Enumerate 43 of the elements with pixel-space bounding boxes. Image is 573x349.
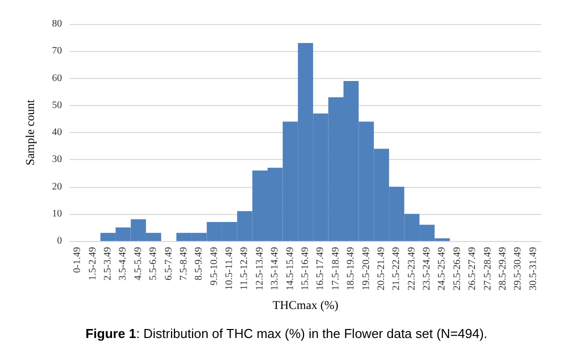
- x-tick-label: 13.5-14.49: [270, 247, 281, 290]
- y-axis-title: Sample count: [23, 99, 37, 166]
- x-tick-label: 30.5-31.49: [528, 247, 539, 290]
- y-tick-label: 0: [57, 236, 62, 246]
- x-tick-label: 17.5-18.49: [330, 247, 342, 290]
- x-tick-label: 11.5-12.49: [239, 247, 250, 290]
- x-tick-label: 21.5-22.49: [391, 247, 402, 290]
- x-tick-label: 6.5-7.49: [163, 247, 174, 280]
- x-tick-label: 20.5-21.49: [376, 247, 387, 290]
- x-axis-title: THCmax (%): [272, 298, 338, 312]
- y-tick-label: 20: [52, 181, 62, 192]
- x-tick-label: 27.5-28.49: [482, 247, 494, 290]
- x-tick-label: 3.5-4.49: [118, 247, 129, 280]
- y-tick-label: 70: [52, 46, 62, 57]
- y-tick-label: 80: [52, 18, 62, 30]
- x-tick-label: 24.5-25.49: [436, 247, 448, 290]
- x-tick-label: 16.5-17.49: [315, 247, 326, 290]
- x-tick-label: 14.5-15.49: [284, 247, 296, 290]
- x-tick-label: 10.5-11.49: [224, 247, 236, 290]
- x-tick-label: 0-1.49: [72, 247, 84, 273]
- x-tick-label: 23.5-24.49: [422, 247, 433, 290]
- x-tick-label: 2.5-3.49: [102, 247, 114, 280]
- x-tick-label: 15.5-16.49: [300, 247, 311, 290]
- y-tick-label: 10: [52, 208, 62, 220]
- text: Figure 1: Distribution of THC max (%) in the Flower data set (N=494).: [85, 326, 488, 341]
- x-tick-label: 9.5-10.49: [208, 247, 220, 286]
- x-tick-label: 1.5-2.49: [87, 247, 98, 280]
- y-tick-label: 40: [52, 127, 62, 138]
- x-tick-label: 22.5-23.49: [406, 247, 418, 290]
- x-tick-label: 5.5-6.49: [148, 247, 160, 280]
- y-tick-label: 50: [52, 100, 62, 111]
- x-tick-label: 12.5-13.49: [254, 247, 266, 290]
- x-tick-label: 29.5-30.49: [512, 247, 524, 290]
- x-tick-label: 25.5-26.49: [452, 247, 463, 290]
- y-tick-label: 30: [52, 154, 62, 166]
- x-tick-label: 7.5-8.49: [178, 247, 190, 280]
- x-tick-label: 28.5-29.49: [498, 247, 509, 290]
- y-tick-label: 60: [52, 72, 62, 84]
- x-tick-label: 18.5-19.49: [346, 247, 357, 290]
- x-tick-label: 4.5-5.49: [132, 247, 144, 280]
- x-tick-label: 26.5-27.49: [467, 247, 478, 290]
- x-tick-label: 8.5-9.49: [194, 247, 205, 280]
- x-tick-label: 19.5-20.49: [360, 247, 372, 290]
